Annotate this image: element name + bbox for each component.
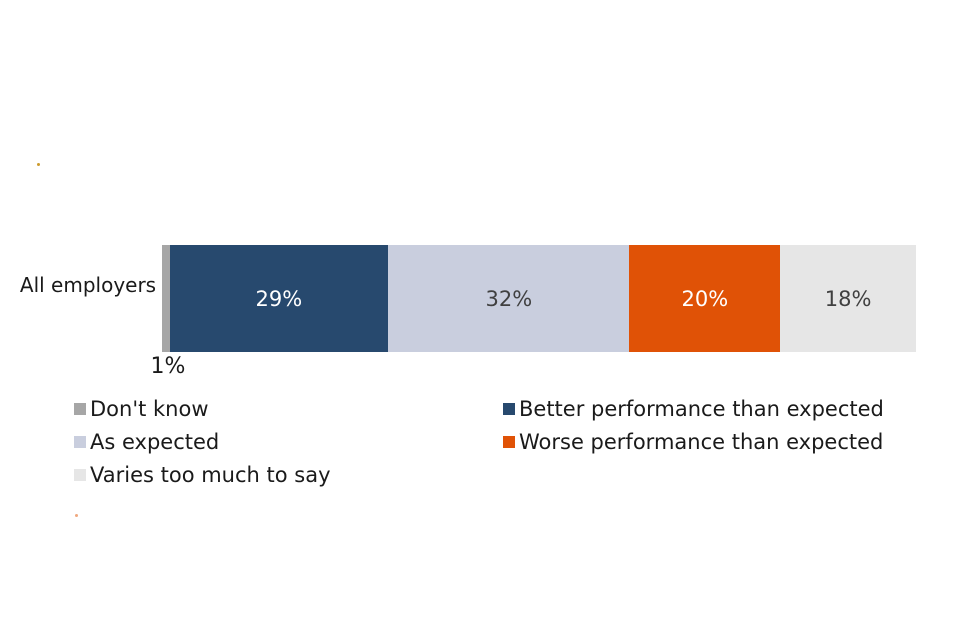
legend-label: As expected <box>90 429 220 454</box>
bar-segment <box>162 245 170 352</box>
bar-segment: 29% <box>169 245 389 352</box>
legend-swatch-icon <box>74 435 86 448</box>
legend-label: Worse performance than expected <box>519 429 884 454</box>
legend-swatch-icon <box>74 402 86 415</box>
legend-column-left: Don't know As expected Varies too much to … <box>74 392 331 491</box>
legend-item: Worse performance than expected <box>503 425 884 458</box>
segment-value-label: 32% <box>485 286 533 311</box>
legend-item: As expected <box>74 425 331 458</box>
bar-segment: 18% <box>780 245 916 352</box>
artifact-dot <box>37 163 40 166</box>
legend-item: Don't know <box>74 392 331 425</box>
legend-swatch-icon <box>74 468 86 481</box>
segment-value-label: 18% <box>824 286 872 311</box>
segment-value-label: 20% <box>681 286 729 311</box>
below-bar-value-label: 1% <box>150 354 186 379</box>
legend-label: Varies too much to say <box>90 462 331 487</box>
legend-label: Better performance than expected <box>519 396 884 421</box>
bar-segment: 32% <box>388 245 630 352</box>
legend-item: Varies too much to say <box>74 458 331 491</box>
category-label: All employers <box>19 273 157 297</box>
segment-value-label: 29% <box>255 286 303 311</box>
stacked-bar: 29% 32% 20% 18% <box>162 245 916 352</box>
artifact-dot <box>75 514 78 517</box>
legend-label: Don't know <box>90 396 209 421</box>
legend-item: Better performance than expected <box>503 392 884 425</box>
legend-swatch-icon <box>503 435 515 448</box>
legend-swatch-icon <box>503 402 515 415</box>
bar-segment: 20% <box>629 245 781 352</box>
legend-column-right: Better performance than expected Worse pe… <box>503 392 884 458</box>
